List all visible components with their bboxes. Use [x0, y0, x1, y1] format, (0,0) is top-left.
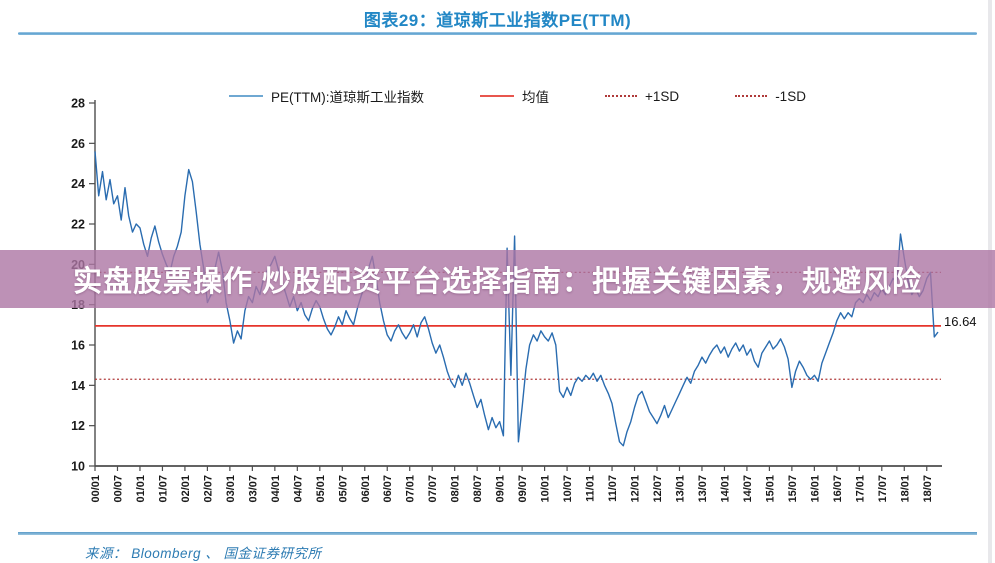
svg-text:15/01: 15/01 [764, 475, 776, 503]
svg-text:01/07: 01/07 [157, 475, 169, 503]
svg-text:28: 28 [71, 97, 85, 111]
svg-text:09/07: 09/07 [517, 475, 529, 503]
legend-swatch-minus1sd-icon [735, 95, 768, 97]
svg-text:22: 22 [71, 218, 85, 232]
svg-text:14/01: 14/01 [719, 475, 731, 503]
legend-label: -1SD [775, 88, 806, 104]
legend-label: PE(TTM):道琼斯工业指数 [271, 90, 425, 105]
svg-text:04/07: 04/07 [292, 475, 304, 503]
svg-text:16/01: 16/01 [809, 475, 821, 503]
legend-swatch-pe-line-icon [229, 95, 264, 97]
svg-text:05/07: 05/07 [337, 475, 349, 503]
svg-text:01/01: 01/01 [135, 475, 147, 503]
svg-text:13/07: 13/07 [697, 475, 709, 503]
legend-label: +1SD [645, 88, 680, 104]
pe-ttm-series-line [94, 151, 939, 447]
x-axis-labels: 00/01 00/07 01/01 01/07 02/01 02/07 03/01 03/07… [90, 466, 934, 503]
svg-text:09/01: 09/01 [495, 475, 507, 503]
legend-item-minus1sd: -1SD [735, 89, 806, 104]
svg-text:17/01: 17/01 [854, 475, 866, 503]
legend-label: 均值 [522, 90, 550, 105]
page-title: 图表29：道琼斯工业指数PE(TTM) [363, 11, 632, 30]
svg-text:26: 26 [71, 137, 85, 151]
svg-text:05/01: 05/01 [315, 475, 327, 503]
legend-item-plus1sd: +1SD [605, 89, 679, 104]
svg-text:10/01: 10/01 [540, 475, 552, 503]
legend-item-mean: 均值 [480, 86, 549, 106]
svg-text:07/07: 07/07 [427, 475, 439, 503]
svg-text:11/01: 11/01 [585, 475, 597, 502]
svg-text:06/07: 06/07 [382, 475, 394, 503]
legend-item-pe-line: PE(TTM):道琼斯工业指数 [229, 86, 424, 106]
svg-text:14/07: 14/07 [742, 475, 754, 503]
svg-text:10/07: 10/07 [562, 475, 574, 503]
svg-text:11/07: 11/07 [607, 475, 619, 502]
svg-text:06/01: 06/01 [360, 475, 372, 503]
svg-text:12: 12 [71, 419, 85, 433]
svg-text:08/07: 08/07 [472, 475, 484, 503]
title-divider-line [18, 32, 977, 35]
svg-text:17/07: 17/07 [877, 475, 889, 503]
svg-text:14: 14 [71, 379, 85, 393]
svg-text:00/01: 00/01 [90, 475, 102, 503]
svg-text:16/07: 16/07 [832, 475, 844, 503]
svg-text:03/07: 03/07 [247, 475, 259, 503]
svg-text:02/07: 02/07 [202, 475, 214, 503]
source-attribution: 来源： Bloomberg 、 国金证券研究所 [85, 546, 322, 561]
svg-text:24: 24 [71, 177, 85, 191]
svg-text:18/01: 18/01 [899, 475, 911, 503]
svg-text:02/01: 02/01 [180, 475, 192, 503]
svg-text:12/01: 12/01 [630, 475, 642, 503]
svg-text:04/01: 04/01 [270, 475, 282, 503]
svg-text:12/07: 12/07 [652, 475, 664, 503]
chart-legend: PE(TTM):道琼斯工业指数 均值 +1SD -1SD [95, 86, 940, 106]
last-value-label: 16.64 [944, 314, 977, 329]
svg-text:16: 16 [71, 339, 85, 353]
svg-text:08/01: 08/01 [450, 475, 462, 503]
svg-text:00/07: 00/07 [112, 475, 124, 503]
overlay-ad-text: 实盘股票操作 炒股配资平台选择指南：把握关键因素，规避风险 [72, 266, 923, 298]
legend-swatch-mean-icon [480, 95, 515, 97]
legend-swatch-plus1sd-icon [605, 95, 638, 97]
svg-text:18/07: 18/07 [922, 475, 934, 503]
svg-text:10: 10 [71, 460, 85, 474]
svg-text:03/01: 03/01 [225, 475, 237, 503]
svg-text:13/01: 13/01 [674, 475, 686, 503]
footer-divider-line [18, 532, 977, 535]
svg-text:15/07: 15/07 [787, 475, 799, 503]
overlay-ad-banner: 实盘股票操作 炒股配资平台选择指南：把握关键因素，规避风险 [0, 250, 995, 308]
svg-text:07/01: 07/01 [405, 475, 417, 503]
